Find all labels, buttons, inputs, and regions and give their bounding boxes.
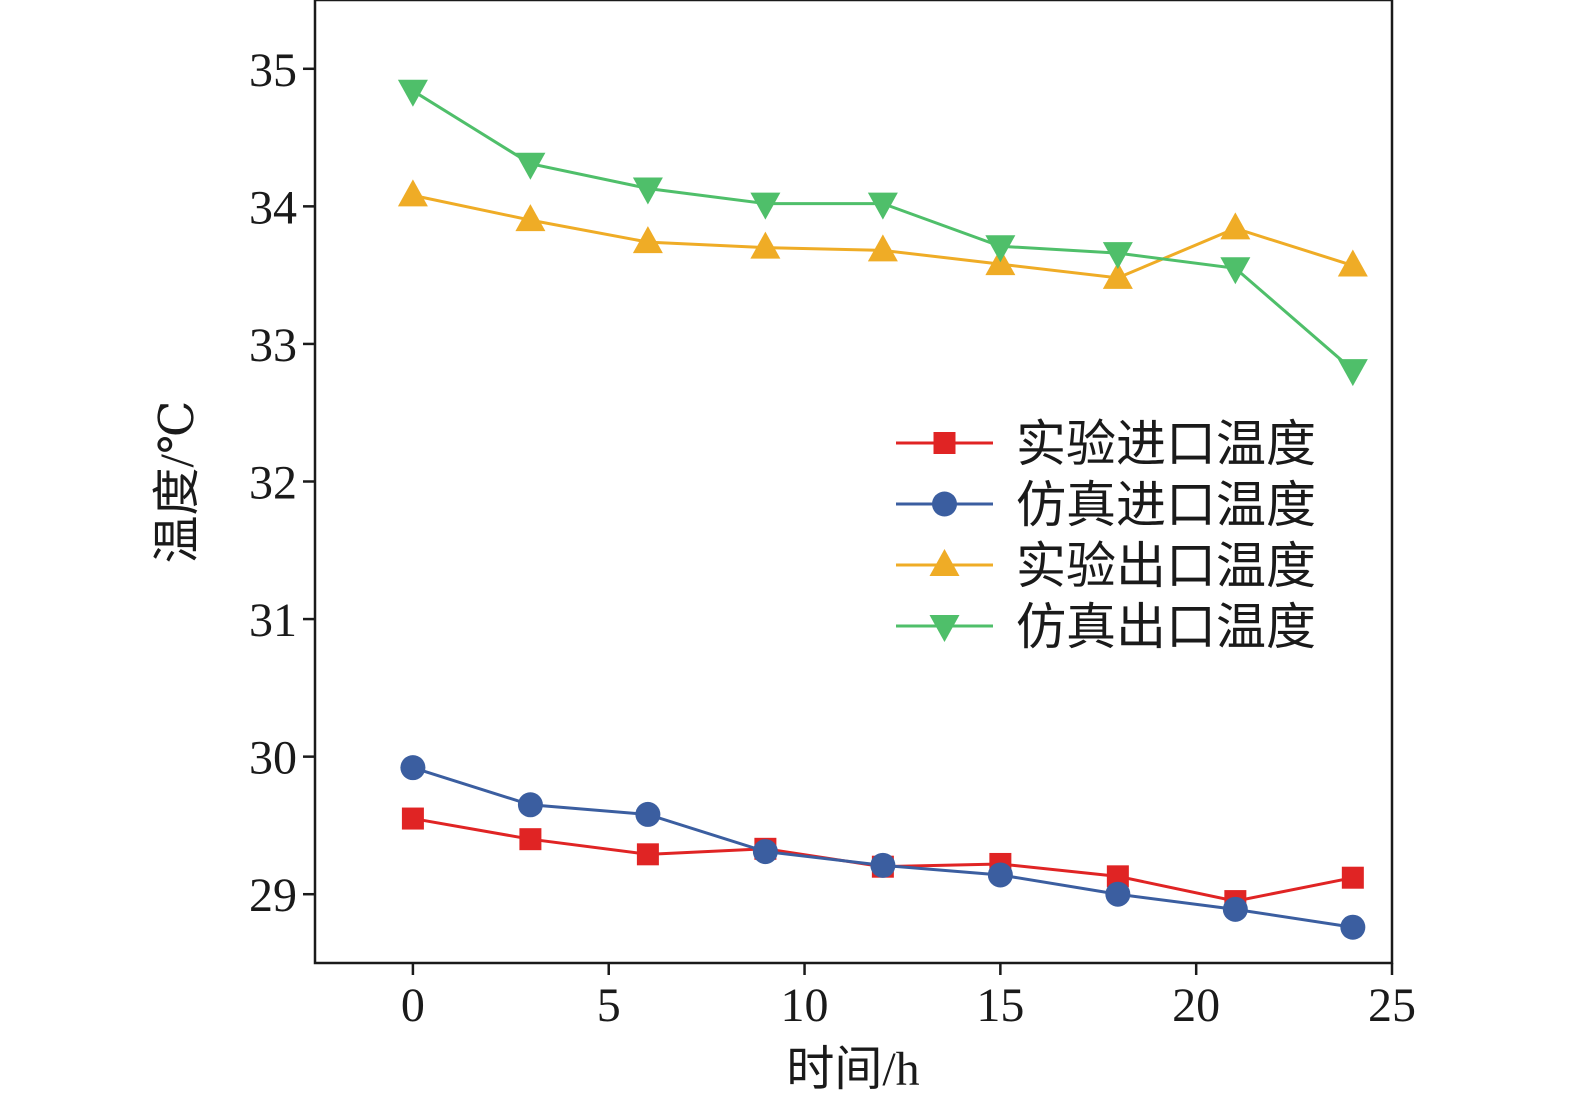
y-tick-label: 31: [249, 594, 297, 647]
series-layer: [397, 79, 1368, 940]
series-3: [397, 79, 1368, 387]
data-point: [519, 828, 542, 851]
data-point: [515, 204, 546, 232]
series-1: [400, 755, 1366, 940]
x-axis-title: 时间/h: [786, 1043, 919, 1096]
data-point: [635, 801, 661, 827]
data-point: [632, 226, 663, 254]
legend-marker: [933, 432, 956, 454]
data-point: [750, 192, 781, 220]
x-tick-label: 10: [781, 979, 829, 1032]
data-point: [750, 231, 781, 259]
data-point: [515, 152, 546, 180]
data-point: [1340, 914, 1366, 940]
y-tick-label: 33: [249, 319, 297, 372]
y-tick-label: 29: [249, 869, 297, 922]
data-point: [1102, 261, 1133, 289]
legend-item: 实验进口温度: [896, 416, 1316, 472]
legend-label: 实验出口温度: [1016, 538, 1316, 594]
legend-item: 仿真进口温度: [896, 477, 1316, 533]
data-point: [1222, 896, 1248, 922]
legend-marker: [929, 615, 960, 642]
legend-label: 仿真进口温度: [1016, 477, 1316, 533]
data-point: [985, 235, 1016, 263]
data-point: [1337, 359, 1368, 387]
y-tick-label: 34: [249, 181, 297, 234]
x-tick-label: 25: [1368, 979, 1416, 1032]
data-point: [752, 839, 778, 865]
legend-item: 仿真出口温度: [896, 599, 1316, 655]
x-tick-label: 5: [597, 979, 621, 1032]
data-point: [1337, 249, 1368, 277]
y-axis: 29 30 31 32 33 34 35: [249, 44, 315, 922]
data-point: [397, 179, 428, 207]
data-point: [517, 792, 543, 818]
y-axis-title: 温度/℃: [151, 400, 204, 563]
data-point: [400, 755, 426, 781]
data-point: [397, 79, 428, 107]
data-point: [636, 843, 659, 866]
data-point: [401, 807, 424, 830]
data-point: [870, 852, 896, 878]
x-tick-label: 15: [976, 979, 1024, 1032]
y-tick-label: 30: [249, 732, 297, 785]
data-point: [1341, 866, 1364, 889]
x-tick-label: 0: [401, 979, 425, 1032]
x-tick-label: 20: [1172, 979, 1220, 1032]
legend-marker: [932, 491, 957, 517]
legend-label: 仿真出口温度: [1016, 599, 1316, 655]
legend-item: 实验出口温度: [896, 538, 1316, 594]
data-point: [987, 862, 1013, 888]
x-axis: 0 5 10 15 20 25: [401, 963, 1416, 1032]
legend-marker: [929, 549, 960, 576]
legend-label: 实验进口温度: [1016, 416, 1316, 472]
data-point: [1105, 881, 1131, 907]
data-point: [1106, 865, 1129, 888]
data-point: [867, 234, 898, 262]
y-tick-label: 32: [249, 457, 297, 510]
data-point: [632, 177, 663, 205]
data-point: [1220, 257, 1251, 285]
data-point: [1102, 242, 1133, 270]
series-line: [412, 89, 1354, 372]
y-tick-label: 35: [249, 44, 297, 97]
series-line: [412, 766, 1354, 929]
data-point: [1220, 212, 1251, 240]
data-point: [867, 192, 898, 220]
